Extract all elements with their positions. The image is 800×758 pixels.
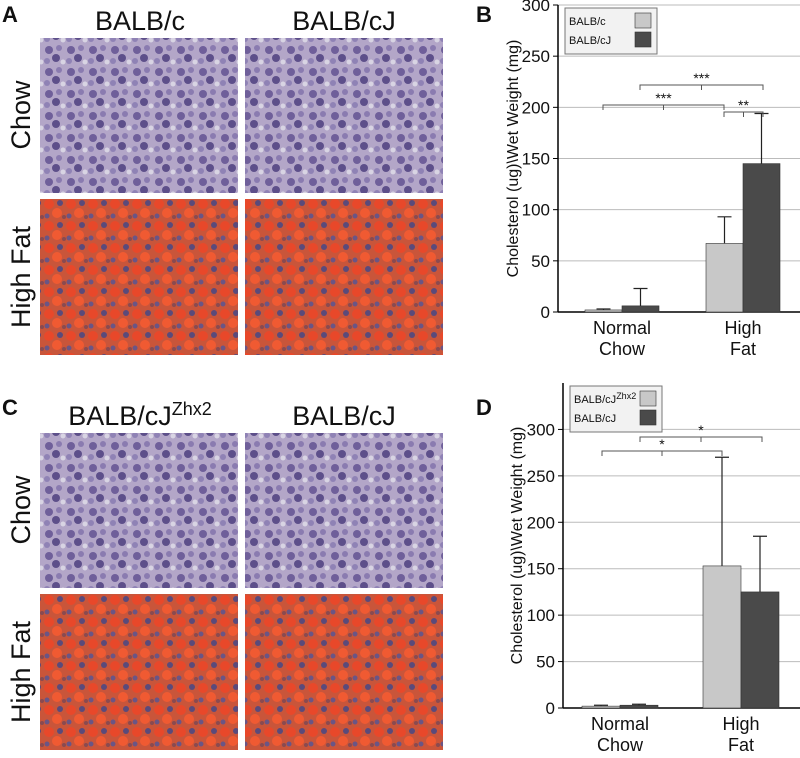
- significance-label: *: [659, 436, 665, 452]
- legend-name: BALB/cJ: [574, 413, 616, 425]
- panel-letter: A: [2, 2, 18, 27]
- y-tick-label: 100: [527, 606, 555, 625]
- y-tick-label: 50: [531, 252, 550, 271]
- bar: [619, 704, 659, 709]
- legend-superscript: Zhx2: [616, 391, 636, 401]
- y-tick-label: 200: [522, 98, 550, 117]
- legend-swatch: [639, 390, 657, 407]
- legend-name: BALB/cJ: [569, 35, 611, 47]
- y-axis-label: Cholesterol (ug)\Wet Weight (mg): [509, 427, 526, 665]
- bar: [702, 565, 742, 709]
- legend-label: BALB/cJZhx2: [574, 391, 636, 406]
- row-label: High Fat: [6, 620, 36, 723]
- legend-swatch: [634, 12, 652, 29]
- x-tick-label: Normal Chow: [591, 714, 649, 753]
- bar: [742, 163, 781, 313]
- micrograph: [245, 433, 443, 588]
- panel-letter: C: [2, 395, 18, 420]
- panel-letter: B: [476, 2, 492, 27]
- y-tick-label: 150: [527, 560, 555, 579]
- column-label: BALB/cJ: [292, 401, 396, 431]
- label-superscript: Zhx2: [172, 399, 212, 419]
- micrograph: [40, 38, 238, 193]
- label-text: BALB/cJ: [68, 401, 172, 431]
- x-tick-label: High Fat: [724, 318, 761, 359]
- error-bar: [754, 112, 769, 164]
- y-tick-label: 0: [541, 303, 550, 322]
- y-tick-label: 200: [527, 513, 555, 532]
- significance-bracket: [601, 450, 723, 456]
- error-bar: [633, 287, 648, 306]
- micrograph: [40, 433, 238, 588]
- legend-swatch: [639, 409, 657, 426]
- legend-label: BALB/c: [569, 16, 606, 28]
- micrograph: [40, 199, 238, 355]
- legend-name: BALB/c: [569, 16, 606, 28]
- y-tick-label: 300: [527, 420, 555, 439]
- significance-bracket: [639, 84, 764, 90]
- column-label: BALB/cJZhx2: [68, 399, 212, 431]
- label-line: Chow: [599, 339, 646, 359]
- bar: [584, 309, 623, 313]
- label-line: Normal: [593, 318, 651, 338]
- row-label: High Fat: [6, 225, 36, 328]
- x-tick-label: Normal Chow: [593, 318, 651, 359]
- label-line: Normal: [591, 714, 649, 734]
- legend-name: BALB/cJ: [574, 394, 616, 406]
- error-bar: [632, 703, 646, 706]
- significance-label: **: [738, 97, 749, 113]
- row-label: Chow: [6, 475, 36, 545]
- significance-bracket: [723, 111, 764, 117]
- significance-bracket: [602, 104, 725, 110]
- y-tick-label: 50: [536, 653, 555, 672]
- legend-label: BALB/cJ: [574, 413, 616, 425]
- y-tick-label: 100: [522, 201, 550, 220]
- y-tick-label: 300: [522, 0, 550, 15]
- row-label: Chow: [6, 80, 36, 150]
- micrographs: [40, 38, 443, 750]
- x-tick-label: High Fat: [722, 714, 759, 753]
- y-tick-label: 250: [522, 47, 550, 66]
- bar: [740, 591, 780, 709]
- bar: [705, 243, 744, 313]
- significance-label: ***: [655, 90, 672, 106]
- label-line: High: [722, 714, 759, 734]
- column-label: BALB/cJ: [292, 6, 396, 36]
- legend-swatch: [634, 31, 652, 48]
- legend-label: BALB/cJ: [569, 35, 611, 47]
- error-bar: [596, 308, 611, 310]
- error-bar: [594, 704, 608, 707]
- column-label: BALB/c: [95, 6, 185, 36]
- label-line: Chow: [597, 735, 644, 753]
- bar: [621, 305, 660, 313]
- y-tick-label: 250: [527, 467, 555, 486]
- error-bar: [715, 456, 729, 566]
- y-tick-label: 0: [546, 699, 555, 718]
- micrograph: [245, 38, 443, 193]
- y-axis-label: Cholesterol (ug)\Wet Weight (mg): [505, 40, 522, 278]
- y-tick-label: 150: [522, 150, 550, 169]
- micrograph: [245, 594, 443, 750]
- micrograph: [40, 594, 238, 750]
- significance-label: ***: [693, 70, 710, 86]
- significance-bracket: [639, 436, 763, 442]
- panel-letter: D: [476, 395, 492, 420]
- label-line: High: [724, 318, 761, 338]
- micrograph: [245, 199, 443, 355]
- significance-label: *: [698, 422, 704, 438]
- label-line: Fat: [730, 339, 756, 359]
- error-bar: [753, 535, 767, 592]
- error-bar: [717, 216, 732, 244]
- bar: [581, 705, 621, 709]
- label-line: Fat: [728, 735, 754, 753]
